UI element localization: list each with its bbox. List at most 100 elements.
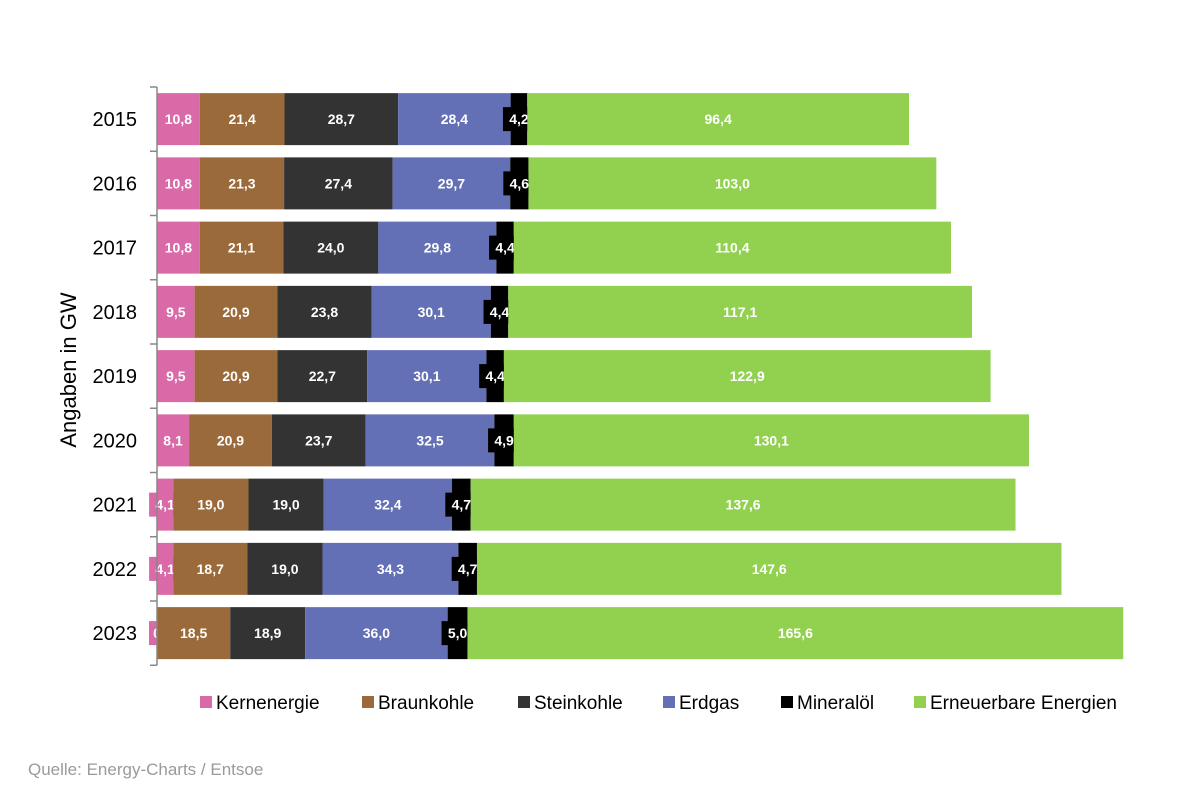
- y-tick-label: 2023: [93, 623, 138, 645]
- data-label: 4,6: [510, 175, 530, 191]
- y-tick-label: 2020: [93, 430, 138, 452]
- data-label: 21,4: [229, 111, 256, 127]
- data-label-box: [159, 364, 192, 389]
- data-label: 29,8: [424, 240, 451, 256]
- data-label: 4,9: [494, 432, 514, 448]
- legend-label: Kernenergie: [216, 693, 320, 714]
- data-label: 20,9: [222, 368, 249, 384]
- bar-segment-erdgas-2018: [371, 285, 491, 338]
- data-label-box: [159, 299, 192, 324]
- y-tick-label: 2016: [93, 173, 138, 195]
- legend-swatch: [200, 696, 212, 708]
- bar-segment-braunkohle-2015: [199, 93, 285, 146]
- data-label: 4,2: [509, 111, 529, 127]
- y-tick-label: 2017: [93, 238, 138, 260]
- data-label: 30,1: [413, 368, 440, 384]
- bar-segment-braunkohle-2020: [189, 414, 272, 467]
- data-label: 19,0: [197, 497, 224, 513]
- legend-label: Steinkohle: [534, 693, 623, 714]
- data-label: 18,5: [180, 625, 207, 641]
- data-label: 32,5: [416, 432, 443, 448]
- data-label: 22,7: [309, 368, 336, 384]
- bar-segment-erdgas-2015: [398, 93, 511, 146]
- data-label: 110,4: [715, 240, 749, 256]
- bar-segment-erdgas-2017: [378, 221, 497, 274]
- data-label: 4,4: [495, 240, 515, 256]
- legend-label: Mineralöl: [797, 693, 874, 714]
- bar-segment-braunkohle-2022: [173, 542, 248, 595]
- bar-segment-braunkohle-2017: [199, 221, 284, 274]
- y-axis-title: Angaben in GW: [56, 292, 81, 448]
- bar-segment-braunkohle-2023: [157, 607, 231, 660]
- data-label: 34,3: [377, 561, 404, 577]
- data-label: 19,0: [271, 561, 298, 577]
- data-label: 5,0: [448, 625, 468, 641]
- data-label: 18,7: [197, 561, 224, 577]
- legend-swatch: [781, 696, 793, 708]
- data-label: 10,8: [165, 175, 192, 191]
- data-label: 117,1: [723, 304, 757, 320]
- data-label: 137,6: [726, 497, 761, 513]
- bar-segment-steinkohle-2016: [284, 157, 393, 210]
- bar-segment-erneuerbare-energien-2023: [467, 607, 1124, 660]
- source-note: Quelle: Energy-Charts / Entsoe: [28, 760, 264, 779]
- bar-segment-erneuerbare-energien-2019: [503, 350, 991, 403]
- bar-segment-erdgas-2019: [367, 350, 487, 403]
- bar-segment-steinkohle-2023: [230, 607, 306, 660]
- bar-segment-erneuerbare-energien-2016: [528, 157, 937, 210]
- data-label: 27,4: [325, 175, 352, 191]
- bar-segment-erneuerbare-energien-2015: [527, 93, 910, 146]
- bar-segment-braunkohle-2018: [194, 285, 278, 338]
- data-label: 4,7: [458, 561, 478, 577]
- bar-segment-braunkohle-2019: [194, 350, 278, 403]
- legend-label: Erneuerbare Energien: [930, 693, 1117, 714]
- data-label: 4,7: [452, 497, 472, 513]
- data-label: 29,7: [438, 175, 465, 191]
- data-label: 23,7: [305, 432, 332, 448]
- bar-segment-erneuerbare-energien-2018: [508, 285, 972, 338]
- data-label: 147,6: [752, 561, 787, 577]
- legend-swatch: [518, 696, 530, 708]
- data-label: 165,6: [778, 625, 813, 641]
- data-label: 9,5: [166, 368, 186, 384]
- data-label: 96,4: [705, 111, 732, 127]
- bar-segment-erdgas-2020: [365, 414, 495, 467]
- data-label: 21,3: [228, 175, 255, 191]
- bar-segment-erneuerbare-energien-2020: [513, 414, 1029, 467]
- data-label: 8,1: [163, 432, 183, 448]
- bar-segment-steinkohle-2018: [277, 285, 372, 338]
- y-tick-label: 2021: [93, 495, 138, 517]
- y-tick-label: 2015: [93, 109, 138, 131]
- data-label: 4,4: [490, 304, 510, 320]
- data-label: 30,1: [418, 304, 445, 320]
- data-label: 18,9: [254, 625, 281, 641]
- legend-label: Braunkohle: [378, 693, 474, 714]
- bar-segment-steinkohle-2022: [247, 542, 323, 595]
- data-label: 4,1: [155, 497, 175, 513]
- data-label: 28,4: [441, 111, 468, 127]
- legend-label: Erdgas: [679, 693, 739, 714]
- bar-segment-steinkohle-2021: [248, 478, 324, 531]
- bar-segment-erdgas-2023: [305, 607, 448, 660]
- bar-segment-steinkohle-2015: [284, 93, 399, 146]
- bar-segment-braunkohle-2016: [199, 157, 285, 210]
- data-label: 20,9: [217, 432, 244, 448]
- data-label: 24,0: [317, 240, 344, 256]
- data-label-box: [158, 235, 199, 260]
- data-label: 122,9: [730, 368, 765, 384]
- data-label-box: [158, 107, 199, 132]
- data-label: 28,7: [328, 111, 355, 127]
- bars-layer: 10,8 21,4 28,7 28,4 4,2 96,4 10,8 21,3 27,4 29,7 4…: [149, 93, 1124, 660]
- data-label: 103,0: [715, 175, 750, 191]
- bar-segment-erneuerbare-energien-2021: [470, 478, 1016, 531]
- data-label: 21,1: [228, 240, 255, 256]
- legend-swatch: [362, 696, 374, 708]
- data-label: 32,4: [374, 497, 401, 513]
- data-label-box: [157, 428, 190, 453]
- y-axis: 2015 2016 2017 2018 2019 2020 2021 2022 2023: [93, 86, 158, 666]
- data-label: 9,5: [166, 304, 186, 320]
- y-tick-label: 2018: [93, 302, 138, 324]
- bar-segment-steinkohle-2019: [277, 350, 368, 403]
- bar-segment-erdgas-2021: [323, 478, 453, 531]
